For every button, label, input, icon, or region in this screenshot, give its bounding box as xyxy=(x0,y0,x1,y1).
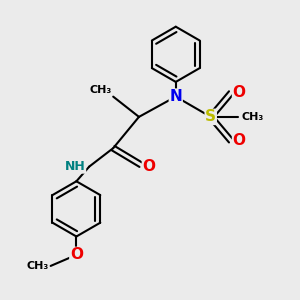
Text: O: O xyxy=(142,159,155,174)
Text: O: O xyxy=(232,133,246,148)
Text: O: O xyxy=(70,248,83,262)
Text: CH₃: CH₃ xyxy=(26,261,49,271)
Text: O: O xyxy=(232,85,246,100)
Text: S: S xyxy=(205,110,216,124)
Text: CH₃: CH₃ xyxy=(89,85,111,95)
Text: N: N xyxy=(169,89,182,104)
Text: NH: NH xyxy=(65,160,85,173)
Text: CH₃: CH₃ xyxy=(241,112,263,122)
